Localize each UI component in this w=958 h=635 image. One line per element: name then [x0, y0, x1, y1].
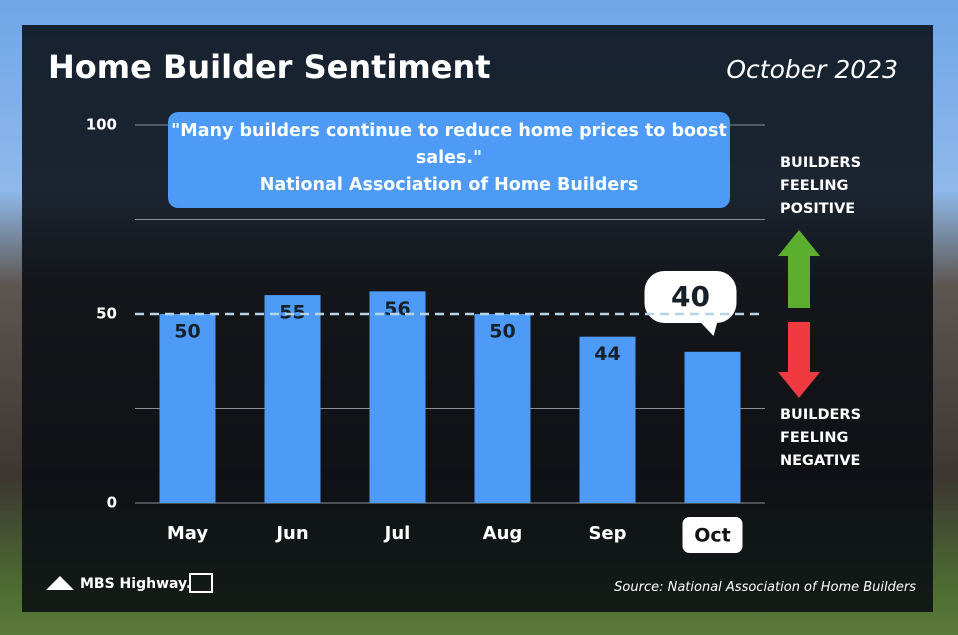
x-tick-label: Oct — [694, 525, 731, 547]
bar — [684, 351, 741, 503]
chart-subtitle: October 2023 — [726, 55, 898, 84]
positive-label: BUILDERS FEELING POSITIVE — [780, 155, 862, 217]
brand: MBS Highway. — [80, 576, 192, 592]
x-tick-label: Jun — [274, 523, 308, 544]
up-arrow — [778, 230, 820, 308]
brand-logo — [46, 576, 74, 590]
data-label: 50 — [489, 321, 515, 343]
callout-tail — [696, 318, 719, 336]
bar — [264, 295, 321, 503]
source: Source: National Association of Home Bui… — [614, 580, 916, 595]
data-label: 56 — [384, 298, 410, 320]
y-tick-label: 50 — [96, 305, 117, 323]
x-tick-label: Aug — [483, 523, 523, 544]
bar — [159, 314, 216, 503]
x-tick-label: Jul — [383, 523, 411, 544]
chart-title: Home Builder Sentiment — [48, 48, 491, 86]
quote-box: "Many builders continue to reduce home p… — [168, 112, 730, 208]
bar — [369, 291, 426, 503]
x-tick-highlight — [682, 517, 743, 553]
data-label: 55 — [279, 302, 305, 324]
y-tick-label: 100 — [86, 116, 117, 134]
bar — [474, 314, 531, 503]
data-label: 40 — [671, 280, 710, 313]
data-label: 50 — [174, 321, 200, 343]
bar — [579, 336, 636, 503]
callout-bubble — [644, 271, 737, 323]
x-tick-label: Sep — [588, 523, 626, 544]
quote-source: National Association of Home Builders — [259, 175, 639, 195]
down-arrow — [778, 322, 820, 398]
data-label: 44 — [594, 343, 620, 365]
x-tick-label: May — [167, 523, 209, 544]
housing-logo — [189, 573, 213, 593]
y-tick-label: 0 — [107, 494, 117, 512]
quote: "Many builders continue to reduce home p… — [171, 121, 727, 168]
negative-label: BUILDERS FEELING NEGATIVE — [780, 407, 862, 469]
